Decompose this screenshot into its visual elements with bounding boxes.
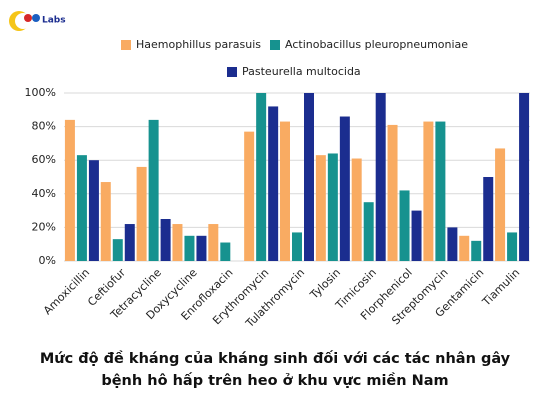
bar [124,224,135,261]
bar [399,190,410,261]
bar [519,93,530,261]
bar [435,121,446,261]
bar [339,116,350,262]
bar [315,155,326,261]
bar [471,240,482,261]
bar [304,93,314,261]
bar [196,235,207,261]
bar [292,232,302,261]
legend-swatch [121,40,131,50]
bar [256,93,267,261]
y-tick-label: 0% [39,254,56,267]
y-tick-label: 20% [32,220,56,233]
bar [459,235,470,261]
legend-label: Actinobacillus pleuropneumoniae [285,38,468,51]
bar [100,182,111,261]
legend-label: Haemophillus parasuis [136,38,261,51]
bar [112,239,123,261]
logo-icon [32,14,40,22]
y-tick-label: 100% [25,86,56,99]
bar [136,166,147,261]
bar [423,121,434,261]
bar [483,177,494,261]
bar [375,93,386,261]
logo: Labs [9,11,66,31]
bar [447,227,458,261]
bar [387,124,398,261]
bar [280,121,290,261]
legend-label: Pasteurella multocida [242,65,361,78]
x-tick-label: Amoxicillin [41,266,92,317]
bar [208,224,219,261]
y-tick-label: 80% [32,120,56,133]
bar [184,235,195,261]
bar [76,155,87,261]
bar [411,210,422,261]
bar [244,131,255,261]
bar [327,153,338,261]
y-tick-label: 60% [32,153,56,166]
bar [160,219,171,261]
logo-text: Labs [42,16,66,26]
bar [507,232,518,261]
bar [88,160,99,261]
bar [363,202,374,261]
bar [148,119,159,261]
y-tick-label: 40% [32,187,56,200]
legend-swatch [270,40,280,50]
legend-swatch [227,67,237,77]
bar [268,106,279,261]
logo-icon [24,14,32,22]
bar [495,148,506,261]
bar [172,224,183,261]
x-tick-label: Tiamulin [479,266,522,309]
bar [64,119,75,261]
bar [220,242,231,261]
chart: 0% 20% 40% 60% 80% 100% Haemophillus parasuis A… [25,38,530,331]
bar [351,158,362,261]
chart-title: Mức độ đề kháng của kháng sinh đối với c… [39,351,511,389]
